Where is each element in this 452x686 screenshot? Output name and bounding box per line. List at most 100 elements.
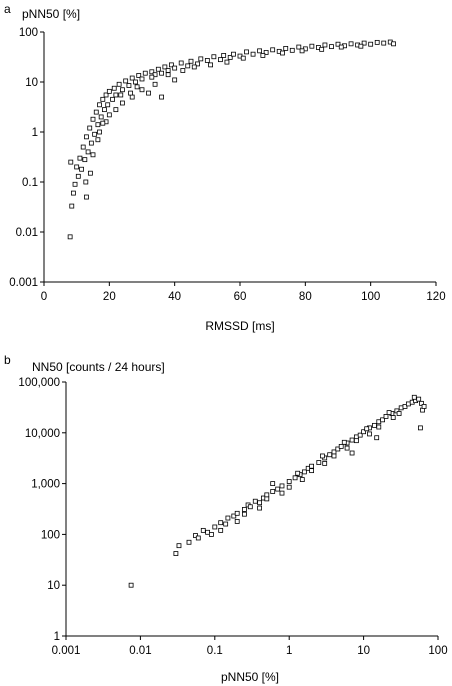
panel-a-x-axis-title: RMSSD [ms] [205, 319, 274, 333]
data-point [367, 431, 372, 437]
data-point [90, 116, 96, 122]
y-tick-label: 1 [32, 127, 38, 139]
data-point [129, 94, 135, 100]
data-point [77, 155, 83, 161]
data-point [257, 505, 262, 511]
data-point [361, 429, 367, 435]
data-point [374, 39, 380, 45]
data-point [279, 490, 285, 496]
data-point [391, 41, 396, 47]
data-point [176, 543, 182, 549]
y-tick-label: 10,000 [25, 428, 60, 440]
data-point [292, 475, 298, 481]
y-tick-label: 100,000 [18, 377, 60, 389]
data-point [231, 513, 237, 519]
data-point [155, 66, 161, 72]
data-point [126, 83, 132, 88]
data-point [100, 120, 106, 126]
data-point [257, 500, 262, 506]
data-point [224, 59, 230, 65]
data-point [376, 424, 382, 430]
data-point [286, 479, 292, 484]
data-point [113, 107, 119, 113]
data-point [286, 484, 292, 490]
data-point [152, 72, 158, 78]
data-point [103, 92, 109, 98]
data-point [270, 47, 276, 53]
data-point [221, 53, 227, 58]
data-point [402, 404, 408, 409]
data-point [295, 470, 301, 476]
y-tick-label: 0.1 [22, 177, 38, 189]
data-point [98, 114, 104, 120]
data-point [361, 40, 367, 46]
data-point [349, 450, 355, 456]
data-point [247, 504, 253, 510]
data-point [84, 194, 89, 200]
data-point [390, 415, 396, 420]
data-point [110, 96, 115, 102]
data-point [85, 149, 91, 155]
data-point [218, 527, 224, 533]
data-point [381, 40, 387, 46]
data-point [252, 498, 258, 504]
y-tick-label: 0.01 [16, 227, 38, 239]
data-point [116, 81, 122, 87]
data-point [419, 400, 424, 406]
data-point [188, 58, 194, 64]
panel-b-points [128, 394, 427, 588]
x-tick-label: 1 [286, 645, 292, 657]
x-tick-label: 120 [426, 291, 445, 303]
data-point [79, 166, 84, 172]
data-point [217, 57, 223, 63]
panel-b-x-axis-title: pNN50 [%] [221, 670, 279, 684]
y-tick-label: 0.001 [9, 277, 38, 289]
x-tick-label: 20 [103, 291, 116, 303]
data-point [368, 41, 374, 47]
panel-a-y-axis-title: pNN50 [%] [22, 7, 80, 21]
x-tick-label: 10 [357, 645, 370, 657]
data-point [106, 88, 112, 94]
data-point [162, 64, 168, 70]
x-tick-label: 100 [428, 645, 447, 657]
data-point [338, 44, 344, 50]
data-point [240, 55, 246, 61]
data-point [95, 122, 101, 128]
data-point [195, 61, 200, 67]
data-point [309, 43, 315, 49]
data-point [296, 44, 302, 50]
data-point [234, 510, 240, 516]
data-point [242, 507, 247, 512]
data-point [353, 438, 359, 444]
data-point [87, 125, 93, 131]
y-tick-label: 1 [54, 631, 60, 643]
data-point [186, 539, 192, 545]
data-point [411, 394, 417, 400]
data-point [211, 54, 217, 60]
panel-a-x-ticks: 0 20 40 60 80 100 120 [41, 282, 446, 303]
data-point [386, 410, 392, 415]
data-point [421, 404, 427, 409]
data-point [159, 70, 165, 76]
data-point [80, 144, 86, 150]
data-point [319, 46, 325, 52]
data-point [75, 173, 81, 179]
data-point [322, 42, 328, 48]
data-point [270, 489, 276, 494]
data-point [173, 551, 179, 556]
data-point [416, 396, 422, 402]
data-point [142, 70, 148, 76]
data-point [374, 435, 380, 441]
data-point [264, 496, 270, 502]
data-point [180, 68, 186, 73]
data-point [128, 90, 133, 96]
data-point [283, 45, 289, 51]
data-point [223, 521, 229, 527]
data-point [218, 520, 224, 526]
data-point [205, 529, 210, 535]
data-point [149, 74, 155, 80]
y-tick-label: 1,000 [31, 479, 60, 491]
data-point [376, 419, 382, 425]
data-point [204, 58, 210, 63]
